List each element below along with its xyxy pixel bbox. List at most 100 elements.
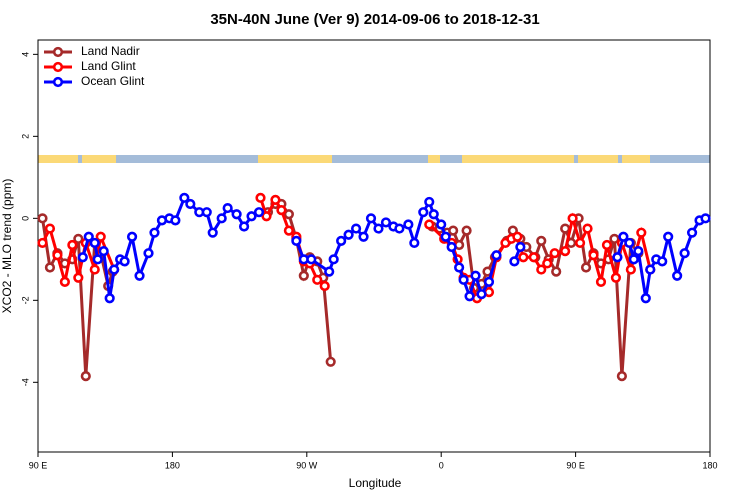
- point: [319, 280, 330, 292]
- x-tick-label: 90 W: [296, 460, 318, 470]
- point: [283, 225, 294, 236]
- land-strip: [38, 155, 78, 163]
- point: [37, 213, 48, 224]
- x-tick-label: 180: [702, 460, 717, 470]
- point: [83, 231, 94, 242]
- point: [231, 209, 242, 220]
- point: [424, 196, 435, 208]
- point: [436, 219, 447, 230]
- plot-frame: [37, 39, 711, 453]
- point: [618, 231, 629, 242]
- legend-marker: [52, 46, 64, 58]
- point: [549, 248, 560, 259]
- point: [380, 217, 392, 228]
- point: [394, 223, 405, 234]
- point: [149, 227, 160, 238]
- point: [509, 256, 520, 267]
- point: [610, 272, 622, 283]
- land-mask: [38, 155, 710, 163]
- x-tick-label: 180: [165, 460, 180, 470]
- point: [291, 235, 302, 246]
- point: [298, 270, 309, 281]
- series: [37, 192, 656, 304]
- point: [92, 254, 103, 265]
- point: [89, 264, 100, 275]
- point: [80, 371, 91, 382]
- land-strip: [428, 155, 440, 163]
- point: [616, 371, 627, 382]
- point: [185, 198, 196, 210]
- point: [270, 194, 281, 205]
- point: [325, 356, 336, 367]
- land-strip: [82, 155, 116, 163]
- point: [261, 211, 272, 222]
- point: [255, 192, 266, 203]
- land-strip: [462, 155, 574, 163]
- legend-label: Land Nadir: [81, 44, 140, 58]
- point: [663, 231, 674, 242]
- point: [567, 213, 578, 224]
- point: [306, 254, 317, 265]
- y-tick-label: 4: [20, 52, 30, 57]
- x-tick-label: 90 E: [29, 460, 48, 470]
- point: [440, 231, 451, 242]
- point: [428, 209, 439, 220]
- point: [246, 211, 257, 222]
- point: [126, 231, 138, 242]
- point: [77, 252, 88, 263]
- point: [528, 252, 539, 263]
- point: [686, 227, 698, 238]
- point: [67, 239, 78, 251]
- point: [37, 237, 48, 249]
- legend-marker: [52, 76, 64, 88]
- x-tick-label: 0: [439, 460, 444, 470]
- point: [109, 264, 120, 275]
- ocean-strip: [38, 155, 710, 163]
- point: [276, 205, 287, 216]
- point: [560, 223, 571, 234]
- point: [657, 256, 668, 267]
- point: [672, 270, 683, 281]
- point: [59, 276, 70, 287]
- point: [448, 225, 459, 236]
- point: [582, 223, 593, 234]
- point: [700, 213, 711, 224]
- point: [609, 233, 620, 244]
- point: [365, 213, 377, 224]
- point: [143, 248, 154, 259]
- land-strip: [578, 155, 618, 163]
- point: [98, 246, 109, 257]
- point: [560, 246, 571, 257]
- point: [373, 223, 384, 234]
- point: [104, 293, 115, 304]
- point: [89, 237, 100, 249]
- point: [625, 264, 636, 275]
- point: [454, 262, 465, 273]
- point: [238, 221, 250, 232]
- point: [343, 229, 354, 240]
- point: [458, 274, 469, 285]
- point: [542, 258, 553, 269]
- y-tick-label: -4: [20, 378, 30, 386]
- point: [52, 250, 63, 261]
- point: [601, 239, 613, 251]
- point: [95, 231, 106, 242]
- point: [512, 231, 523, 242]
- y-tick-label: -2: [20, 296, 30, 304]
- point: [324, 266, 335, 277]
- point: [119, 256, 130, 267]
- point: [328, 254, 339, 265]
- chart-title: 35N-40N June (Ver 9) 2014-09-06 to 2018-…: [210, 11, 539, 28]
- point: [551, 266, 562, 277]
- point: [73, 272, 84, 283]
- point: [640, 293, 651, 304]
- legend-label: Ocean Glint: [81, 74, 145, 88]
- point: [201, 207, 212, 218]
- point: [350, 223, 362, 234]
- series: [37, 198, 644, 382]
- point: [624, 237, 635, 249]
- point: [446, 241, 457, 253]
- point: [312, 274, 323, 285]
- point: [216, 213, 227, 224]
- point: [588, 250, 599, 261]
